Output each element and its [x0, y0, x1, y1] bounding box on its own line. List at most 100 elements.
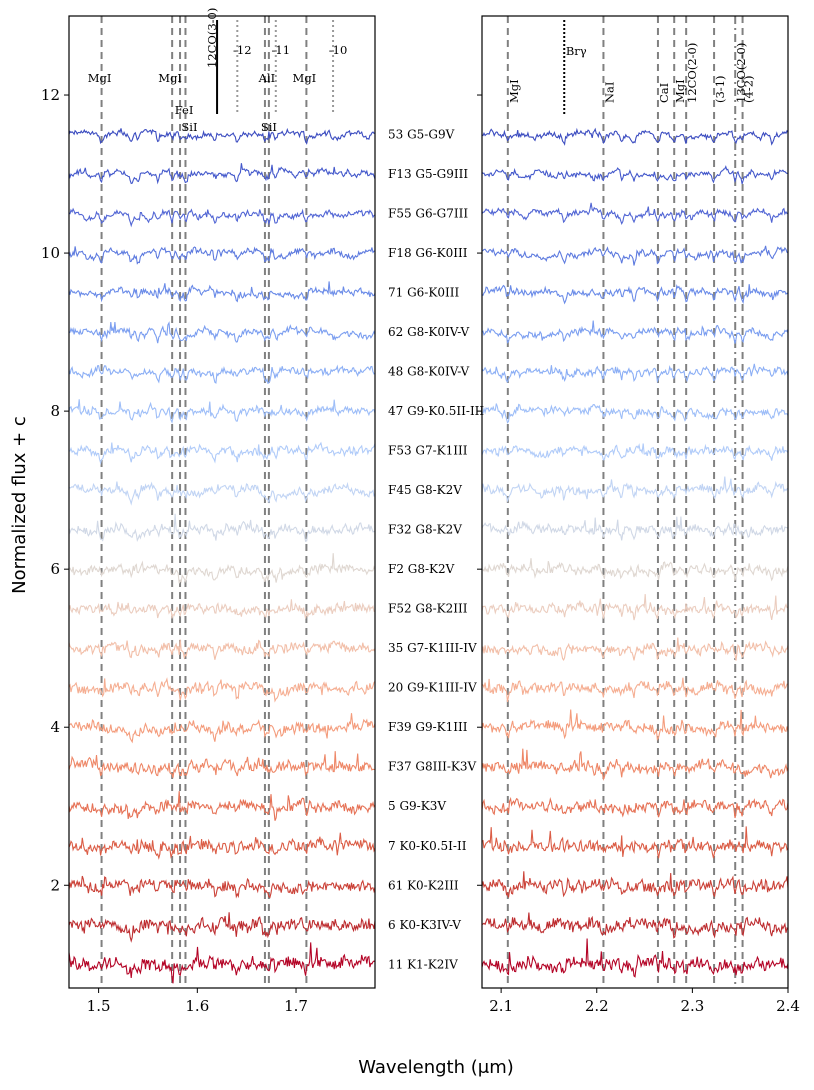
spectrum-line	[68, 321, 376, 344]
spectrum-line	[481, 516, 789, 541]
co-label: -10	[329, 43, 348, 57]
star-label: F55 G6-G7III	[388, 207, 468, 221]
spectrum-line	[68, 399, 376, 424]
star-label: 20 G9-K1III-IV	[388, 681, 477, 695]
spectrum-line	[481, 594, 789, 621]
y-tick-label: 2	[50, 876, 60, 894]
x-tick-label: 2.1	[489, 997, 513, 1015]
spectrum-line	[481, 320, 789, 344]
star-label: F13 G5-G9III	[388, 167, 468, 181]
spectrum-line	[481, 748, 789, 781]
star-label: 11 K1-K2IV	[388, 957, 458, 971]
x-tick-label: 1.5	[87, 997, 111, 1015]
y-tick-label: 10	[41, 244, 60, 262]
star-label: F37 G8III-K3V	[388, 760, 477, 774]
line-label: MgI	[88, 71, 112, 85]
spectrum-line	[481, 912, 789, 939]
line-label: CaI	[657, 83, 671, 103]
spectrum-line	[481, 443, 789, 461]
spectrum-line	[482, 558, 789, 582]
star-label: 53 G5-G9V	[388, 128, 455, 142]
star-label: F18 G6-K0III	[388, 246, 468, 260]
co-label: -11	[272, 43, 291, 57]
co-label: 12CO(3-0)	[205, 8, 219, 68]
spectrum-line	[481, 677, 788, 703]
y-tick-label: 6	[50, 560, 60, 578]
spectrum-line	[481, 245, 789, 266]
y-axis-label: Normalized flux + c	[9, 416, 30, 594]
spectrum-line	[481, 938, 789, 978]
line-label: MgI	[507, 79, 521, 103]
spectrum-line	[68, 875, 376, 899]
star-label: 61 K0-K2III	[388, 878, 459, 892]
star-label: 47 G9-K0.5II-III	[388, 404, 484, 418]
spectrum-line	[68, 163, 376, 185]
star-label: F32 G8-K2V	[388, 523, 462, 537]
spectrum-line	[68, 207, 376, 228]
star-label: F45 G8-K2V	[388, 483, 462, 497]
star-label: F52 G8-K2III	[388, 602, 468, 616]
star-label: 7 K0-K0.5I-II	[388, 839, 467, 853]
star-label: 6 K0-K3IV-V	[388, 918, 461, 932]
spectrum-line	[68, 481, 376, 506]
line-label: Brγ	[566, 44, 587, 58]
line-label: SiI	[181, 120, 197, 134]
line-label: (4-2)	[742, 76, 756, 104]
co-label: -12	[233, 43, 252, 57]
line-label: MgI	[158, 71, 182, 85]
star-label: 5 G9-K3V	[388, 799, 446, 813]
star-label: 35 G7-K1III-IV	[388, 641, 477, 655]
x-tick-label: 2.4	[776, 997, 800, 1015]
line-label: MgI	[673, 79, 687, 103]
star-label: 62 G8-K0IV-V	[388, 325, 469, 339]
spectrum-line	[481, 284, 789, 305]
line-label: SiI	[261, 120, 277, 134]
spectrum-line	[68, 639, 376, 660]
x-tick-label: 1.7	[284, 997, 308, 1015]
spectrum-line	[481, 165, 789, 185]
line-label: FeI	[175, 103, 194, 117]
spectrum-line	[68, 127, 376, 145]
spectrum-line	[68, 599, 376, 619]
spectrum-line	[481, 637, 789, 661]
star-label: F39 G9-K1III	[388, 720, 468, 734]
spectrum-line	[68, 912, 376, 943]
spectrum-line	[68, 281, 376, 303]
spectrum-line	[68, 246, 376, 265]
star-label: F53 G7-K1III	[388, 444, 468, 458]
spectrum-line	[69, 441, 376, 465]
x-tick-label: 2.3	[680, 997, 704, 1015]
star-label: F2 G8-K2V	[388, 562, 455, 576]
spectrum-line	[481, 202, 789, 225]
spectrum-line	[68, 751, 376, 778]
line-label: MgI	[293, 71, 317, 85]
spectrum-line	[68, 677, 376, 703]
x-tick-label: 2.2	[585, 997, 609, 1015]
spectrum-line	[68, 513, 376, 543]
spectrum-line	[68, 713, 376, 744]
spectrum-line	[481, 127, 789, 146]
x-tick-label: 1.6	[185, 997, 209, 1015]
spectrum-line	[481, 709, 789, 741]
star-label: 71 G6-K0III	[388, 286, 459, 300]
y-tick-label: 4	[50, 718, 60, 736]
spectrum-line	[481, 871, 789, 898]
spectrum-line	[481, 796, 789, 819]
spectrum-line	[68, 791, 376, 821]
h-band-panel: 1.5 1.6 1.7 2 4 6 8 10 12 MgI MgI FeI SiI SiI AlI MgI…	[41, 8, 376, 1015]
spectrum-line	[481, 476, 789, 503]
spectrum-line	[68, 832, 376, 860]
x-axis-label: Wavelength (μm)	[358, 1057, 514, 1078]
line-label: AlI	[258, 71, 276, 85]
spectrum-line	[68, 942, 376, 984]
spectrum-line	[481, 363, 789, 384]
star-label: 48 G8-K0IV-V	[388, 365, 469, 379]
spectrum-line	[481, 403, 789, 424]
y-tick-label: 8	[50, 402, 60, 420]
line-label: NaI	[602, 82, 616, 103]
spectrum-line	[481, 826, 789, 859]
y-tick-label: 12	[41, 86, 60, 104]
spectrum-line	[68, 553, 376, 584]
